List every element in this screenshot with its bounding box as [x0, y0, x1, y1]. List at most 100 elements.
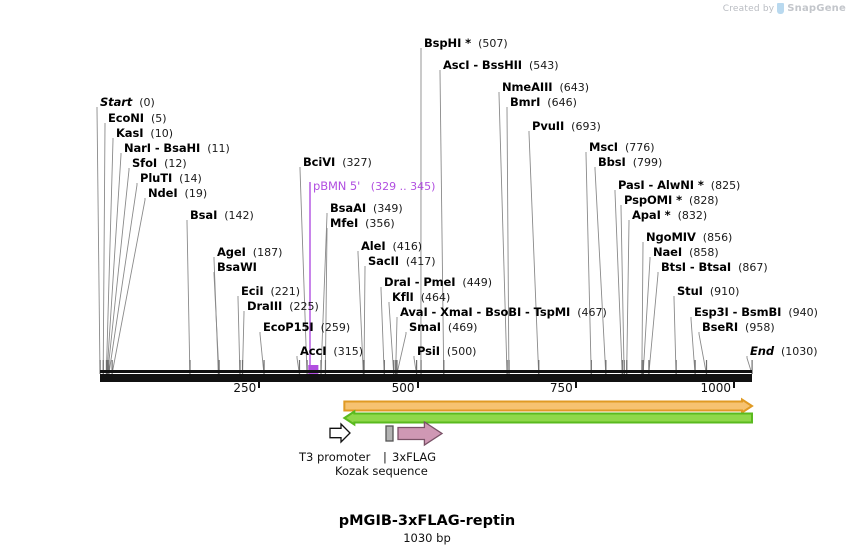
site-name: SacII [368, 254, 399, 268]
restriction-site-label[interactable]: MscI (776) [589, 141, 655, 154]
site-position: (500) [439, 345, 477, 358]
restriction-site-label[interactable]: AccI (315) [300, 345, 363, 358]
site-position: (187) [245, 246, 283, 259]
restriction-site-label[interactable]: KasI (10) [116, 127, 173, 140]
site-leader-line [528, 131, 540, 375]
site-name: AccI [300, 344, 327, 358]
restriction-site-label[interactable]: EciI (221) [241, 285, 300, 298]
restriction-site-label[interactable]: EcoP15I (259) [263, 321, 350, 334]
site-name: NdeI [148, 186, 178, 200]
site-position: (910) [702, 285, 740, 298]
site-name: MfeI [330, 216, 359, 230]
restriction-site-label[interactable]: StuI (910) [677, 285, 739, 298]
restriction-site-label[interactable]: DraIII (225) [247, 300, 319, 313]
restriction-site-label[interactable]: AleI (416) [361, 240, 422, 253]
ruler-tick [574, 374, 577, 388]
ruler-tick [733, 374, 735, 388]
site-position: (142) [217, 209, 254, 222]
restriction-site-label[interactable]: SfoI (12) [132, 157, 187, 170]
site-name: BsaI [190, 208, 218, 222]
site-position: (643) [552, 81, 590, 94]
site-position: (11) [200, 142, 230, 155]
site-leader-line [626, 220, 630, 375]
site-leader-line [107, 168, 130, 375]
pbmn5-feature-name: pBMN 5' [313, 179, 361, 193]
site-leader-line [213, 257, 219, 375]
restriction-site-label[interactable]: AgeI (187) [217, 246, 282, 259]
restriction-site-label[interactable]: AvaI - XmaI - BsoBI - TspMI (467) [400, 306, 607, 319]
site-leader-line [102, 123, 106, 375]
site-name: End [750, 344, 774, 358]
restriction-site-label[interactable]: SacII (417) [368, 255, 436, 268]
site-leader-line [259, 332, 265, 375]
site-position: (14) [172, 172, 202, 185]
t3_promoter-shape[interactable] [329, 422, 351, 444]
restriction-site-label[interactable]: BspHI * (507) [424, 37, 508, 50]
site-leader-line [641, 242, 644, 375]
site-leader-line [106, 153, 122, 375]
restriction-site-label[interactable]: BtsI - BtsaI (867) [661, 261, 768, 274]
restriction-site-label[interactable]: NgoMIV (856) [646, 231, 732, 244]
site-name: NmeAIII [502, 80, 553, 94]
restriction-site-label[interactable]: Start (0) [100, 96, 155, 109]
restriction-site-label[interactable]: NarI - BsaHI (11) [124, 142, 230, 155]
restriction-site-label[interactable]: MfeI (356) [330, 217, 395, 230]
site-name: NaeI [653, 245, 683, 259]
restriction-site-label[interactable]: ApaI * (832) [632, 209, 707, 222]
restriction-site-label[interactable]: BmrI (646) [510, 96, 577, 109]
three_x_flag-shape[interactable] [397, 420, 444, 447]
kozak_sequence-shape[interactable] [385, 425, 394, 442]
restriction-site-label[interactable]: SmaI (469) [409, 321, 477, 334]
restriction-site-label[interactable]: PasI - AlwNI * (825) [618, 179, 740, 192]
site-leader-line [506, 107, 510, 375]
restriction-site-label[interactable]: NmeAIII (643) [502, 81, 589, 94]
site-leader-line [241, 311, 245, 375]
site-name: BmrI [510, 95, 541, 109]
site-position: (10) [143, 127, 173, 140]
restriction-site-label[interactable]: BsaI (142) [190, 209, 254, 222]
site-position: (1030) [773, 345, 818, 358]
site-leader-line [614, 190, 623, 375]
restriction-site-label[interactable]: BbsI (799) [598, 156, 662, 169]
site-name: BtsI - BtsaI [661, 260, 732, 274]
site-leader-line [642, 257, 651, 375]
restriction-site-label[interactable]: PsiI (500) [417, 345, 476, 358]
restriction-site-label[interactable]: PvuII (693) [532, 120, 601, 133]
plasmid-length: 1030 bp [403, 531, 451, 545]
site-position: (776) [618, 141, 655, 154]
site-name: PsiI [417, 344, 440, 358]
restriction-site-label[interactable]: BciVI (327) [303, 156, 372, 169]
restriction-site-label[interactable]: DraI - PmeI (449) [384, 276, 492, 289]
site-position: (646) [540, 96, 577, 109]
site-leader-line [698, 332, 707, 375]
restriction-site-label[interactable]: AscI - BssHII (543) [443, 59, 559, 72]
site-name: Start [100, 95, 133, 109]
orange-feature-arrow[interactable] [343, 397, 754, 415]
restriction-site-label[interactable]: End (1030) [750, 345, 818, 358]
three_x_flag_label: 3xFLAG [392, 450, 436, 464]
restriction-site-label[interactable]: NaeI (858) [653, 246, 719, 259]
pbmn5-feature-label: pBMN 5' (329 .. 345) [313, 180, 435, 193]
site-leader-line [585, 152, 592, 375]
snapgene-watermark: Created by SnapGene [723, 3, 846, 14]
restriction-site-label[interactable]: NdeI (19) [148, 187, 207, 200]
site-position: (469) [440, 321, 478, 334]
site-name: PasI - AlwNI * [618, 178, 704, 192]
restriction-site-label[interactable]: EcoNI (5) [108, 112, 167, 125]
site-leader-line [186, 220, 191, 375]
green-feature-arrow[interactable] [342, 409, 753, 427]
restriction-site-label[interactable]: BsaAI (349) [330, 202, 403, 215]
watermark-brand: SnapGene [787, 3, 846, 14]
restriction-site-label[interactable]: PspOMI * (828) [624, 194, 719, 207]
restriction-site-label[interactable]: BsaWI [217, 261, 257, 273]
site-position: (417) [398, 255, 436, 268]
page-title: pMGIB-3xFLAG-reptin [338, 513, 516, 529]
site-position: (19) [177, 187, 208, 200]
restriction-site-label[interactable]: BseRI (958) [702, 321, 775, 334]
restriction-site-label[interactable]: KflI (464) [392, 291, 450, 304]
restriction-site-label[interactable]: PluTI (14) [140, 172, 202, 185]
site-leader-line [380, 287, 385, 375]
restriction-site-label[interactable]: Esp3I - BsmBI (940) [694, 306, 818, 319]
site-position: (958) [738, 321, 775, 334]
pbmn5-feature-position: (329 .. 345) [363, 180, 436, 193]
